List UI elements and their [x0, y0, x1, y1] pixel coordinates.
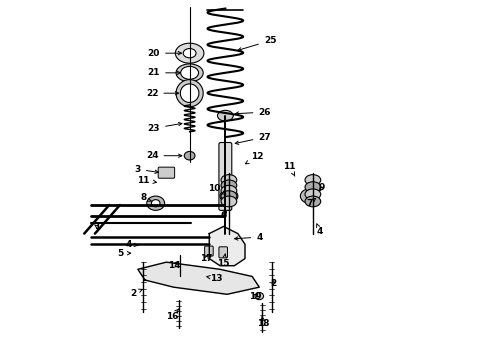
Ellipse shape — [221, 180, 237, 191]
Ellipse shape — [224, 193, 233, 200]
Text: 16: 16 — [166, 309, 178, 321]
Ellipse shape — [181, 66, 198, 79]
Ellipse shape — [255, 293, 264, 300]
Ellipse shape — [300, 189, 318, 203]
Text: 14: 14 — [168, 261, 181, 270]
Text: 2: 2 — [130, 289, 142, 298]
Text: 4: 4 — [235, 233, 263, 242]
Text: 6: 6 — [220, 211, 227, 220]
FancyBboxPatch shape — [219, 143, 232, 210]
Text: 12: 12 — [245, 152, 264, 164]
Text: 2: 2 — [270, 279, 277, 288]
Text: 20: 20 — [147, 49, 181, 58]
FancyBboxPatch shape — [158, 167, 174, 178]
Text: 11: 11 — [283, 162, 296, 176]
Ellipse shape — [305, 189, 321, 200]
Text: 9: 9 — [318, 183, 325, 192]
Ellipse shape — [218, 111, 233, 121]
FancyBboxPatch shape — [219, 247, 227, 258]
Text: 24: 24 — [146, 151, 182, 160]
Text: 10: 10 — [208, 184, 226, 194]
Ellipse shape — [305, 182, 321, 193]
Polygon shape — [209, 226, 245, 266]
Text: 19: 19 — [249, 292, 261, 301]
Ellipse shape — [151, 200, 160, 207]
Ellipse shape — [221, 185, 237, 196]
Text: 17: 17 — [200, 254, 213, 263]
Text: 18: 18 — [257, 316, 269, 328]
Text: 22: 22 — [146, 89, 179, 98]
Ellipse shape — [221, 191, 237, 202]
Ellipse shape — [183, 49, 196, 58]
Text: 1: 1 — [94, 222, 100, 231]
Ellipse shape — [305, 196, 321, 207]
Text: 25: 25 — [238, 36, 276, 51]
Ellipse shape — [184, 152, 195, 160]
Text: 21: 21 — [147, 68, 180, 77]
FancyBboxPatch shape — [205, 246, 213, 256]
Ellipse shape — [147, 196, 165, 210]
Text: 4: 4 — [126, 240, 138, 249]
Ellipse shape — [221, 175, 237, 185]
Text: 26: 26 — [235, 108, 271, 117]
Ellipse shape — [221, 196, 237, 207]
Text: 3: 3 — [135, 165, 158, 174]
Ellipse shape — [175, 43, 204, 63]
Text: 27: 27 — [235, 132, 271, 144]
Text: 7: 7 — [306, 198, 316, 208]
Text: 4: 4 — [317, 224, 323, 236]
Text: 5: 5 — [118, 249, 131, 258]
Ellipse shape — [176, 64, 203, 82]
Text: 8: 8 — [140, 193, 152, 202]
Text: 11: 11 — [137, 176, 156, 185]
Ellipse shape — [220, 189, 238, 203]
Text: 13: 13 — [207, 274, 222, 283]
Ellipse shape — [305, 175, 321, 185]
Polygon shape — [138, 262, 259, 294]
Text: 23: 23 — [147, 122, 182, 133]
Text: 15: 15 — [218, 254, 230, 269]
